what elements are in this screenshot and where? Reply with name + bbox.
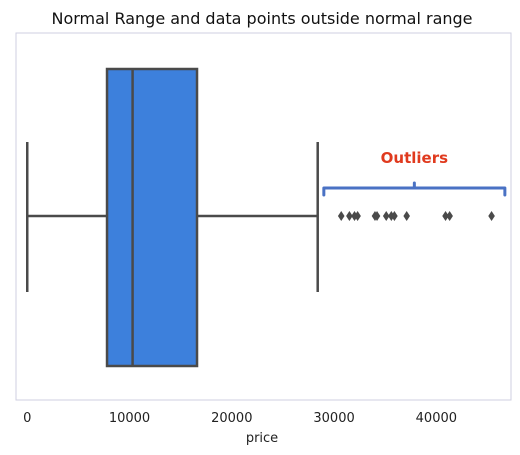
x-tick-label: 40000 xyxy=(416,411,457,426)
outliers-bracket xyxy=(322,181,507,197)
outlier-point xyxy=(382,211,390,221)
outlier-point xyxy=(373,211,381,221)
outlier-point xyxy=(346,211,353,221)
outlier-point xyxy=(391,211,398,221)
box-plot xyxy=(26,67,319,368)
x-axis-label: price xyxy=(246,431,278,446)
x-axis-ticks: 0 10000 20000 30000 40000 xyxy=(23,411,457,426)
outlier-point xyxy=(337,211,345,221)
outlier-point xyxy=(403,211,410,221)
outlier-point xyxy=(446,211,453,221)
outlier-point xyxy=(354,211,361,221)
chart-title: Normal Range and data points outside nor… xyxy=(51,9,472,28)
outliers-annotation: Outliers xyxy=(322,149,507,197)
outlier-point xyxy=(442,211,449,221)
x-tick-label: 20000 xyxy=(211,411,252,426)
x-tick-label: 0 xyxy=(23,411,31,426)
plot-frame xyxy=(15,32,512,401)
outliers-group xyxy=(337,211,495,221)
outlier-point xyxy=(488,211,495,221)
outliers-label: Outliers xyxy=(381,149,448,167)
iqr-box xyxy=(105,67,199,368)
x-tick-label: 30000 xyxy=(313,411,354,426)
x-tick-label: 10000 xyxy=(109,411,150,426)
